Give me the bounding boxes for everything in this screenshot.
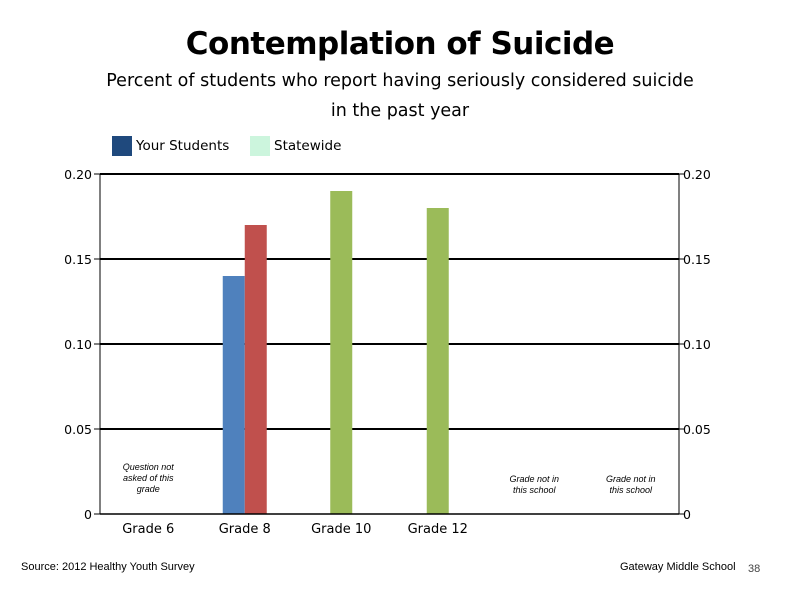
subtitle-line-1: Percent of students who report having se… xyxy=(106,71,694,91)
subtitle-line-2: in the past year xyxy=(330,101,470,121)
legend-swatch-your-students xyxy=(112,136,132,156)
y-tick-label-right: 0.05 xyxy=(683,422,711,437)
x-category-label: Grade 12 xyxy=(408,522,468,537)
legend-item-your-students: Your Students xyxy=(112,136,229,156)
chart-note-line: grade xyxy=(137,484,160,494)
x-category-label: Grade 8 xyxy=(219,522,271,537)
school-name: Gateway Middle School xyxy=(620,561,736,573)
legend-label-statewide: Statewide xyxy=(274,138,342,154)
y-tick-label-left: 0.20 xyxy=(64,167,92,182)
legend-label-your-students: Your Students xyxy=(136,138,230,154)
x-category-label: Grade 6 xyxy=(122,522,174,537)
y-tick-label-right: 0.20 xyxy=(683,167,711,182)
bar-grade-10-statewide xyxy=(330,191,353,514)
chart-subtitle: Percent of students who report having se… xyxy=(0,66,800,126)
chart-note-line: Grade not in xyxy=(509,474,559,484)
source-note: Source: 2012 Healthy Youth Survey xyxy=(21,561,195,573)
y-tick-label-left: 0.05 xyxy=(64,422,92,437)
chart-note-line: Grade not in xyxy=(606,474,656,484)
y-tick-label-left: 0 xyxy=(84,507,92,522)
legend-item-statewide: Statewide xyxy=(250,136,341,156)
chart-note-line: Question not xyxy=(123,462,175,472)
x-category-label: Grade 10 xyxy=(311,522,371,537)
y-tick-label-left: 0.10 xyxy=(64,337,92,352)
bar-grade-12-statewide xyxy=(426,208,449,514)
y-tick-label-right: 0 xyxy=(683,507,691,522)
chart-note-line: this school xyxy=(513,485,557,495)
y-tick-label-right: 0.15 xyxy=(683,252,711,267)
chart-title: Contemplation of Suicide xyxy=(185,26,615,62)
y-tick-label-left: 0.15 xyxy=(64,252,92,267)
bar-grade-8-your-students xyxy=(222,276,245,514)
page-number: 38 xyxy=(748,563,761,575)
chart-note-line: asked of this xyxy=(123,473,174,483)
chart-note-line: this school xyxy=(609,485,653,495)
y-tick-label-right: 0.10 xyxy=(683,337,711,352)
legend-swatch-statewide xyxy=(250,136,270,156)
bar-grade-8-statewide xyxy=(244,225,267,514)
